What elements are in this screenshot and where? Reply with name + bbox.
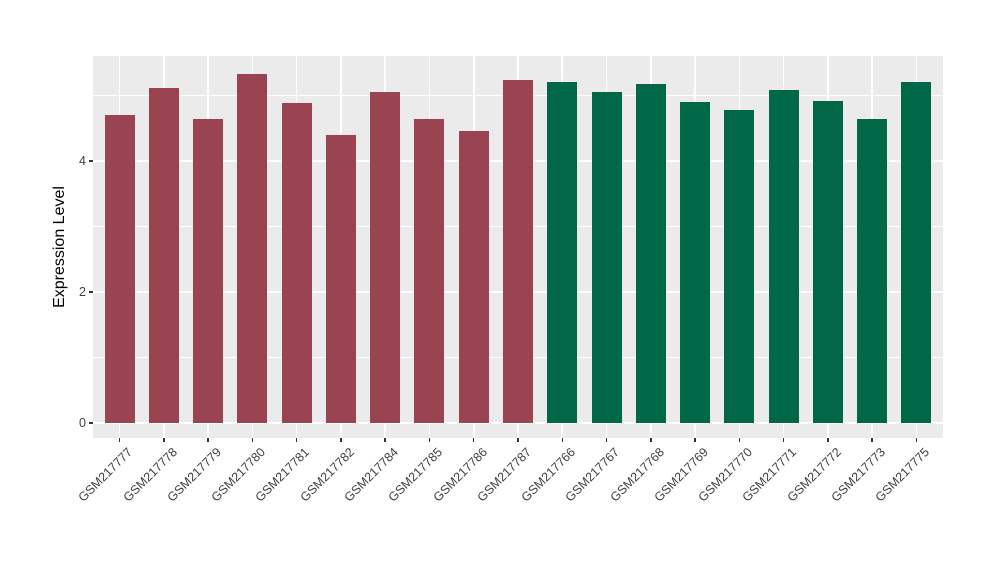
bar-GSM217768 (635, 84, 666, 423)
x-tick-mark (650, 438, 652, 442)
y-tick-label-2: 2 (79, 285, 86, 299)
bar-GSM217777 (104, 115, 135, 423)
bar-GSM217766 (547, 81, 578, 423)
y-tick-label-0: 0 (79, 416, 86, 430)
bar-GSM217782 (325, 134, 356, 423)
x-tick-mark (472, 438, 475, 442)
x-tick-mark (428, 438, 431, 442)
x-tick-mark (738, 438, 741, 442)
x-tick-mark (251, 438, 254, 442)
x-tick-mark (207, 438, 209, 442)
x-tick-mark (561, 438, 564, 442)
x-tick-mark (605, 438, 608, 442)
x-tick-mark (163, 438, 165, 442)
y-tick-mark-2 (88, 291, 93, 293)
bar-GSM217769 (680, 102, 711, 423)
x-tick-mark (827, 438, 829, 442)
bar-GSM217781 (281, 103, 312, 423)
y-tick-mark-0 (88, 422, 93, 424)
x-tick-mark (517, 438, 519, 442)
x-tick-mark (340, 438, 342, 442)
bar-GSM217770 (724, 109, 755, 423)
plot-panel (93, 56, 943, 438)
x-tick-mark (915, 438, 918, 442)
bar-GSM217780 (237, 73, 268, 423)
bar-GSM217786 (458, 130, 489, 423)
y-tick-label-4: 4 (79, 154, 86, 168)
bar-GSM217785 (414, 119, 445, 423)
bar-GSM217771 (768, 89, 799, 423)
bar-GSM217779 (193, 119, 224, 423)
bar-GSM217775 (901, 82, 932, 423)
x-tick-mark (694, 438, 696, 442)
bar-GSM217784 (370, 91, 401, 423)
bar-GSM217767 (591, 91, 622, 423)
x-tick-mark (118, 438, 121, 442)
x-tick-mark (384, 438, 386, 442)
y-tick-mark-4 (88, 160, 93, 162)
x-tick-mark (295, 438, 298, 442)
bar-GSM217772 (812, 100, 843, 423)
bar-GSM217773 (857, 119, 888, 423)
x-tick-mark (782, 438, 785, 442)
bar-GSM217778 (148, 88, 179, 423)
bar-GSM217787 (503, 80, 533, 423)
x-tick-mark (871, 438, 873, 442)
